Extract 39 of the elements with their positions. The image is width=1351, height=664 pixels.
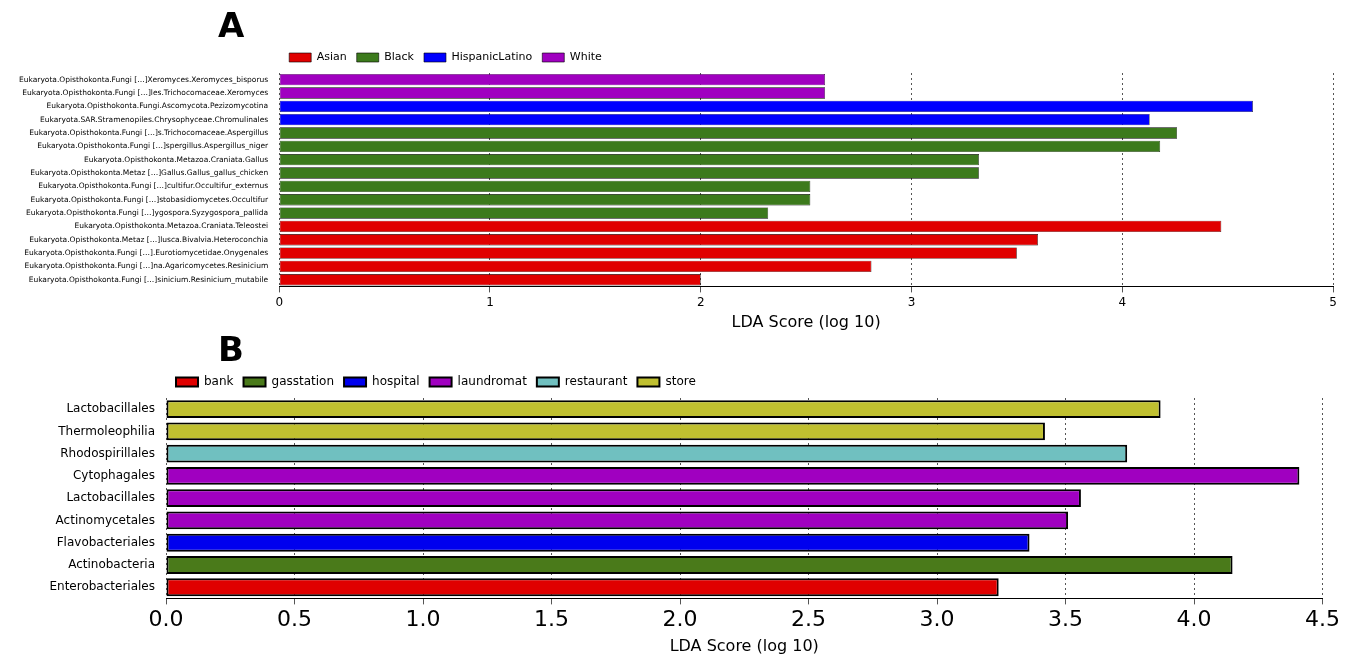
x-axis-title: LDA Score (log 10) (669, 635, 819, 655)
x-tick-label: 0.0 (148, 606, 184, 632)
x-tick-label: 3.5 (1048, 606, 1083, 632)
legend-label: restaurant (564, 374, 628, 389)
chart-title: A (218, 5, 246, 45)
x-tick-label: 3 (907, 294, 916, 309)
legend-label: HispanicLatino (451, 50, 533, 64)
y-tick-label: Actinomycetales (55, 512, 155, 527)
legend-label: hospital (372, 374, 420, 389)
y-tick-label: Flavobacteriales (56, 534, 155, 549)
x-tick-label: 2 (696, 294, 705, 309)
y-tick-label: Cytophagales (72, 468, 155, 483)
legend-label: bank (204, 374, 234, 389)
y-tick-label: Lactobacillales (66, 490, 155, 505)
x-tick-label: 1 (486, 294, 494, 309)
y-tick-label: Actinobacteria (68, 557, 155, 572)
x-tick-label: 0 (275, 294, 284, 309)
x-tick-label: 1.5 (534, 606, 569, 632)
y-tick-label: Enterobacteriales (49, 579, 155, 594)
x-tick-label: 2.0 (662, 606, 698, 632)
x-tick-label: 3.0 (919, 606, 955, 632)
x-tick-label: 1.0 (405, 606, 441, 632)
chart-title: B (218, 329, 245, 369)
y-tick-label: Rhodospirillales (60, 445, 155, 460)
x-axis-title: LDA Score (log 10) (731, 311, 881, 331)
legend-label: Black (384, 50, 415, 64)
legend-label: gasstation (271, 374, 335, 389)
x-tick-label: 4.0 (1176, 606, 1212, 632)
legend-label: Asian (316, 50, 347, 64)
x-tick-label: 0.5 (277, 606, 312, 632)
legend-label: store (665, 374, 696, 389)
legend-label: laundromat (457, 374, 528, 389)
x-tick-label: 4 (1118, 294, 1127, 309)
x-tick-label: 2.5 (791, 606, 826, 632)
x-tick-label: 4.5 (1305, 606, 1341, 632)
y-tick-label: Lactobacillales (66, 401, 155, 416)
legend-label: White (569, 50, 602, 64)
x-tick-label: 5 (1329, 294, 1337, 309)
y-tick-label: Thermoleophilia (57, 423, 155, 438)
